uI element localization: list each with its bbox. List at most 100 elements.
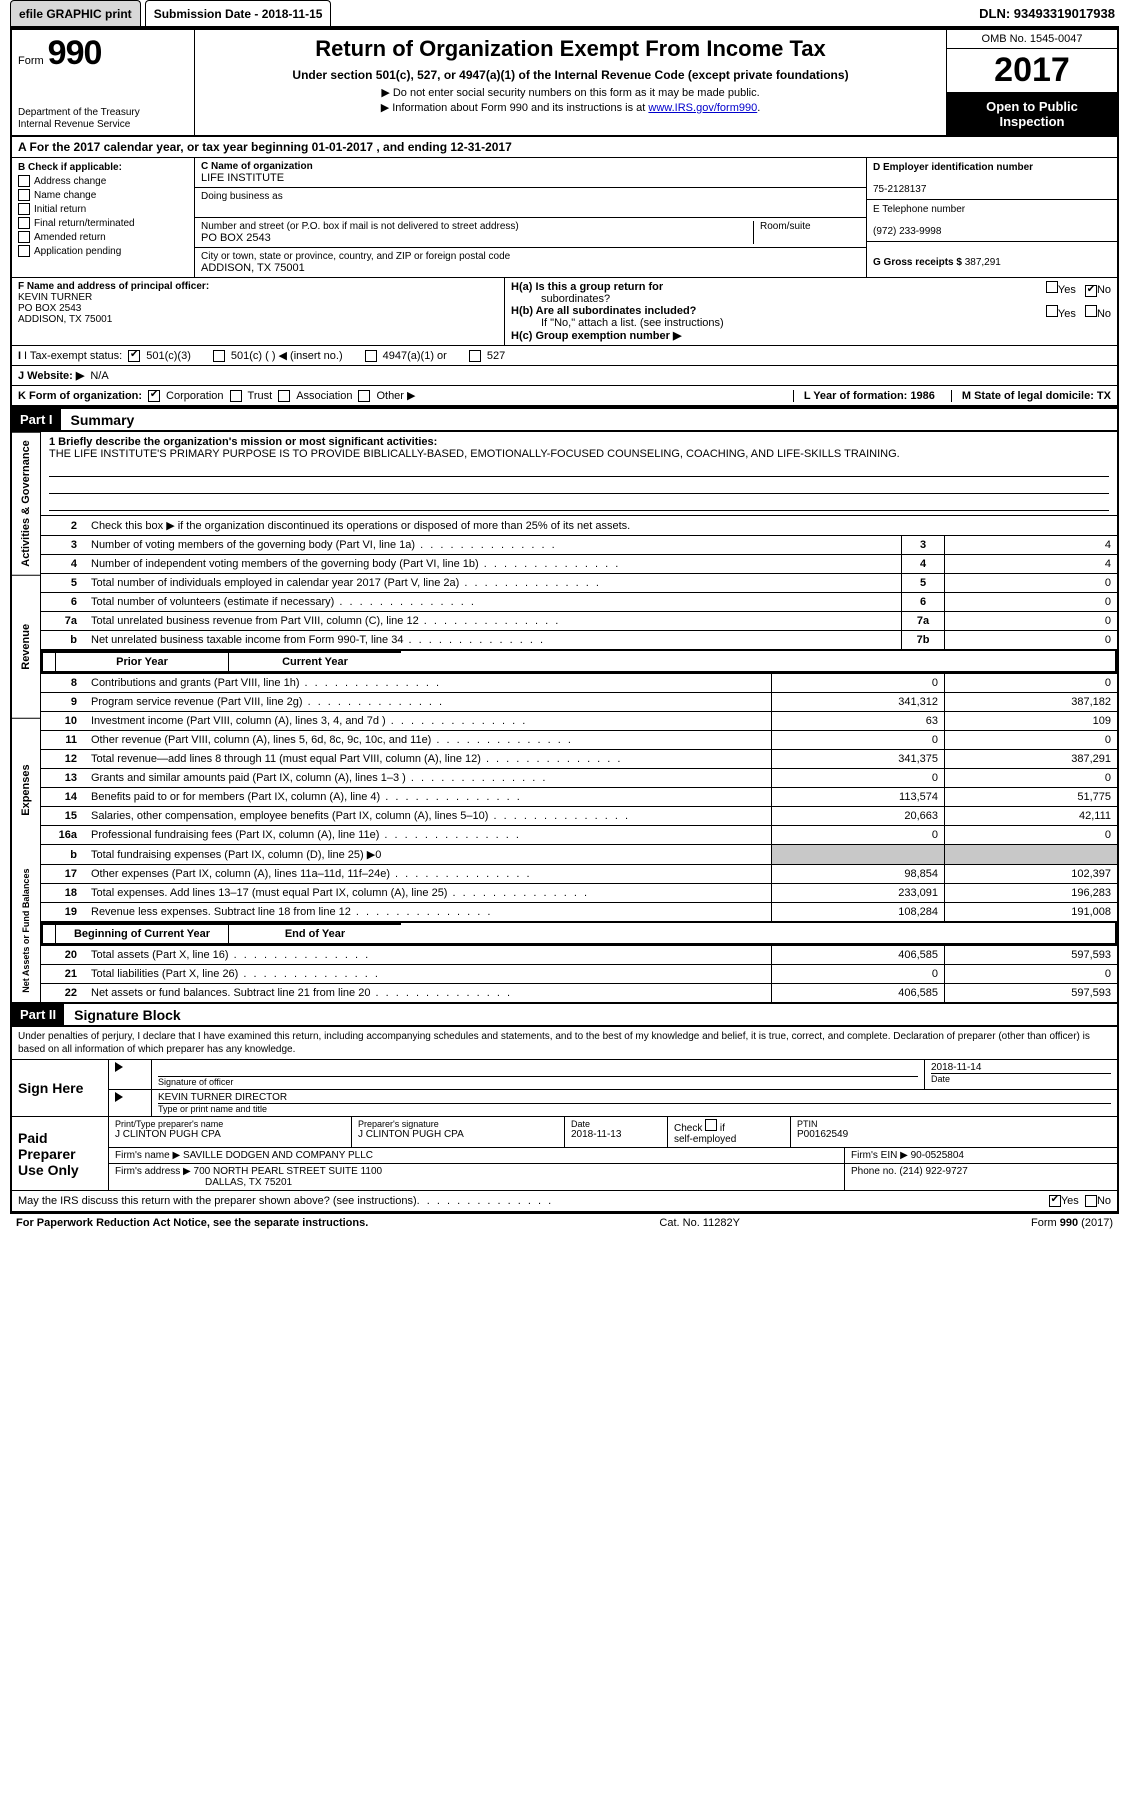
note-ssn: ▶ Do not enter social security numbers o… (205, 86, 936, 99)
omb-number: OMB No. 1545-0047 (947, 30, 1117, 49)
sign-date: 2018-11-14 (931, 1062, 1111, 1073)
fin-line: 19Revenue less expenses. Subtract line 1… (41, 903, 1117, 922)
org-city: ADDISON, TX 75001 (201, 262, 860, 274)
part1-title: Summary (61, 412, 135, 428)
chk-amended[interactable] (18, 231, 30, 243)
dept-treasury: Department of the Treasury (18, 107, 188, 119)
fin-line: 17Other expenses (Part IX, column (A), l… (41, 865, 1117, 884)
firm-phone: (214) 922-9727 (899, 1166, 967, 1177)
chk-501c3[interactable] (128, 350, 140, 362)
chk-ha-no[interactable] (1085, 285, 1097, 297)
org-address: PO BOX 2543 (201, 232, 747, 244)
mission-label: 1 Briefly describe the organization's mi… (49, 436, 437, 448)
officer-name: KEVIN TURNER (18, 292, 92, 303)
fin-line: 11Other revenue (Part VIII, column (A), … (41, 731, 1117, 750)
fin-line: 14Benefits paid to or for members (Part … (41, 788, 1117, 807)
fin-line: 15Salaries, other compensation, employee… (41, 807, 1117, 826)
fin-line: 10Investment income (Part VIII, column (… (41, 712, 1117, 731)
row-a-period: A For the 2017 calendar year, or tax yea… (10, 137, 1119, 158)
chk-hb-no[interactable] (1085, 305, 1097, 317)
chk-4947[interactable] (365, 350, 377, 362)
col-current-year: Current Year (228, 651, 401, 671)
paid-preparer-label: Paid Preparer Use Only (12, 1117, 109, 1190)
chk-self-employed[interactable] (705, 1119, 717, 1131)
form-number: 990 (48, 34, 102, 73)
fin-line: 22Net assets or fund balances. Subtract … (41, 984, 1117, 1003)
footer-paperwork: For Paperwork Reduction Act Notice, see … (16, 1217, 368, 1229)
part2-title: Signature Block (64, 1007, 181, 1023)
chk-527[interactable] (469, 350, 481, 362)
chk-pending[interactable] (18, 245, 30, 257)
discuss-question: May the IRS discuss this return with the… (18, 1195, 417, 1207)
fin-line: bTotal fundraising expenses (Part IX, co… (41, 845, 1117, 865)
fin-line: 16aProfessional fundraising fees (Part I… (41, 826, 1117, 845)
chk-other[interactable] (358, 390, 370, 402)
ein-value: 75-2128137 (873, 184, 926, 195)
side-governance: Activities & Governance (12, 432, 40, 575)
footer-form: Form 990 (2017) (1031, 1217, 1113, 1229)
form-label-small: Form (18, 55, 44, 67)
gov-line: 3Number of voting members of the governi… (41, 536, 1117, 555)
form-title: Return of Organization Exempt From Incom… (205, 36, 936, 62)
open-inspection: Open to PublicInspection (947, 93, 1117, 135)
dept-irs: Internal Revenue Service (18, 119, 188, 131)
col-prior-year: Prior Year (55, 651, 228, 671)
tab-submission: Submission Date - 2018-11-15 (145, 0, 332, 26)
chk-assoc[interactable] (278, 390, 290, 402)
preparer-name: J CLINTON PUGH CPA (115, 1129, 345, 1140)
chk-discuss-no[interactable] (1085, 1195, 1097, 1207)
gov-line: 4Number of independent voting members of… (41, 555, 1117, 574)
chk-corp[interactable] (148, 390, 160, 402)
fin-line: 18Total expenses. Add lines 13–17 (must … (41, 884, 1117, 903)
footer-catno: Cat. No. 11282Y (659, 1217, 740, 1229)
side-revenue: Revenue (12, 575, 40, 718)
firm-ein: 90-0525804 (911, 1150, 964, 1161)
gross-receipts: 387,291 (965, 257, 1001, 268)
fin-line: 9Program service revenue (Part VIII, lin… (41, 693, 1117, 712)
website-value: N/A (90, 370, 108, 382)
fin-line: 13Grants and similar amounts paid (Part … (41, 769, 1117, 788)
gov-line: 7aTotal unrelated business revenue from … (41, 612, 1117, 631)
chk-ha-yes[interactable] (1046, 281, 1058, 293)
fin-line: 12Total revenue—add lines 8 through 11 (… (41, 750, 1117, 769)
chk-discuss-yes[interactable] (1049, 1195, 1061, 1207)
side-expenses: Expenses (12, 718, 40, 861)
chk-hb-yes[interactable] (1046, 305, 1058, 317)
phone-value: (972) 233-9998 (873, 226, 941, 237)
note-link: ▶ Information about Form 990 and its ins… (205, 101, 936, 114)
mission-text: THE LIFE INSTITUTE'S PRIMARY PURPOSE IS … (49, 448, 900, 460)
chk-501c[interactable] (213, 350, 225, 362)
dln-label: DLN: 93493319017938 (979, 0, 1119, 26)
part1-header: Part I (12, 409, 61, 430)
gov-line: 6Total number of volunteers (estimate if… (41, 593, 1117, 612)
form-subtitle: Under section 501(c), 527, or 4947(a)(1)… (205, 68, 936, 84)
prep-date: 2018-11-13 (571, 1129, 661, 1140)
sign-here-label: Sign Here (12, 1060, 109, 1116)
tab-efile[interactable]: efile GRAPHIC print (10, 0, 141, 26)
fin-line: 8Contributions and grants (Part VIII, li… (41, 674, 1117, 693)
org-name: LIFE INSTITUTE (201, 172, 860, 184)
chk-name-change[interactable] (18, 189, 30, 201)
part2-header: Part II (12, 1004, 64, 1025)
side-netassets: Net Assets or Fund Balances (12, 860, 40, 1002)
irs-link[interactable]: www.IRS.gov/form990 (648, 102, 757, 114)
fin-line: 21Total liabilities (Part X, line 26)00 (41, 965, 1117, 984)
signature-intro: Under penalties of perjury, I declare th… (10, 1027, 1119, 1059)
firm-name: SAVILLE DODGEN AND COMPANY PLLC (183, 1150, 373, 1161)
chk-final-return[interactable] (18, 217, 30, 229)
col-begin-year: Beginning of Current Year (55, 923, 228, 943)
col-b-checkboxes: B Check if applicable: Address change Na… (12, 158, 195, 277)
chk-trust[interactable] (230, 390, 242, 402)
ptin-value: P00162549 (797, 1129, 1111, 1140)
signer-name: KEVIN TURNER DIRECTOR (158, 1092, 1111, 1103)
col-end-year: End of Year (228, 923, 401, 943)
fin-line: 20Total assets (Part X, line 16)406,5855… (41, 946, 1117, 965)
gov-line: bNet unrelated business taxable income f… (41, 631, 1117, 650)
tax-year: 2017 (947, 49, 1117, 93)
gov-line: 2Check this box ▶ if the organization di… (41, 516, 1117, 536)
form-header: Form 990 Department of the Treasury Inte… (10, 28, 1119, 137)
chk-initial-return[interactable] (18, 203, 30, 215)
gov-line: 5Total number of individuals employed in… (41, 574, 1117, 593)
chk-address-change[interactable] (18, 175, 30, 187)
topbar: efile GRAPHIC print Submission Date - 20… (10, 0, 1119, 28)
